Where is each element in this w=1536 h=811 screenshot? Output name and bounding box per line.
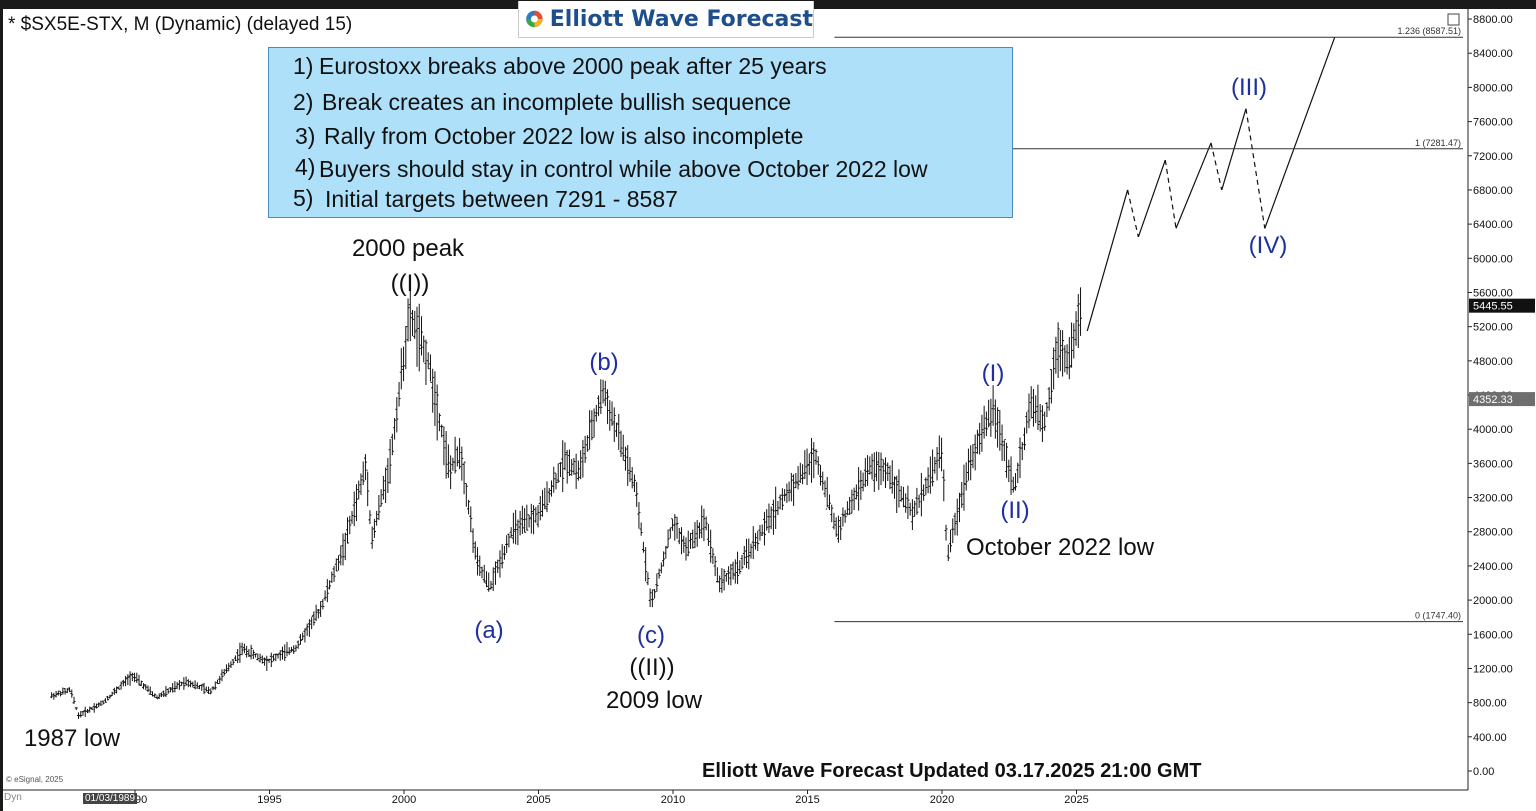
fib-level-label: 1.236 (8587.51) xyxy=(1397,26,1461,36)
update-footer: Elliott Wave Forecast Updated 03.17.2025… xyxy=(702,760,1202,782)
dyn-indicator: Dyn xyxy=(4,792,22,803)
note-1: 1) Eurostoxx breaks above 2000 peak afte… xyxy=(293,53,827,80)
note-number: 5) xyxy=(293,185,314,211)
note-2: 2) Break creates an incomplete bullish s… xyxy=(293,89,791,116)
note-number: 1) xyxy=(293,53,314,79)
note-number: 2) xyxy=(293,89,314,115)
fib-level-label: 0 (1747.40) xyxy=(1415,611,1461,621)
esignal-copyright: © eSignal, 2025 xyxy=(6,775,64,784)
projection-segment xyxy=(1175,142,1212,229)
y-tick-label: 4000.00 xyxy=(1473,424,1513,436)
label-october-2022-low: October 2022 low xyxy=(965,534,1155,561)
y-tick-label: 8800.00 xyxy=(1473,14,1513,26)
note-text: Eurostoxx breaks above 2000 peak after 2… xyxy=(319,53,827,79)
marker-price-tag: 4352.33 xyxy=(1473,394,1513,406)
analysis-notes-box: 1) Eurostoxx breaks above 2000 peak afte… xyxy=(268,47,1013,218)
y-tick-label: 6000.00 xyxy=(1473,253,1513,265)
note-5: 5) Initial targets between 7291 - 8587 xyxy=(293,185,678,212)
x-tick-label: 2020 xyxy=(930,794,954,806)
y-tick-label: 2800.00 xyxy=(1473,527,1513,539)
y-tick-label: 8000.00 xyxy=(1473,82,1513,94)
y-tick-label: 1600.00 xyxy=(1473,629,1513,641)
y-tick-label: 7600.00 xyxy=(1473,117,1513,129)
y-tick-label: 400.00 xyxy=(1473,732,1507,744)
y-tick-label: 5200.00 xyxy=(1473,322,1513,334)
y-tick-label: 2400.00 xyxy=(1473,561,1513,573)
label-2009-low: 2009 low xyxy=(605,687,703,714)
projection-segment xyxy=(1164,159,1177,229)
wave-label-II: (II) xyxy=(1000,497,1030,524)
projection-segment xyxy=(1127,189,1139,238)
y-tick-label: 1200.00 xyxy=(1473,663,1513,675)
window-left-border xyxy=(0,0,3,811)
marker-price-tag-bg xyxy=(1469,392,1535,407)
note-3: 3) Rally from October 2022 low is also i… xyxy=(295,123,803,150)
y-tick-label: 6800.00 xyxy=(1473,185,1513,197)
projection-segment xyxy=(1245,108,1266,229)
label-1987-low: 1987 low xyxy=(23,725,121,752)
symbol-title: * $SX5E-STX, M (Dynamic) (delayed 15) xyxy=(8,14,353,35)
axes: 0.00 400.00 800.00 1200.00 1600.00 2000.00 240… xyxy=(123,14,1535,806)
x-tick-label: 2025 xyxy=(1064,794,1088,806)
note-text: Buyers should stay in control while abov… xyxy=(319,156,928,182)
y-tick-label: 3200.00 xyxy=(1473,493,1513,505)
projection-segment xyxy=(1210,142,1223,191)
y-tick-label: 5600.00 xyxy=(1473,287,1513,299)
wave-label-major-I: ((I)) xyxy=(390,270,430,297)
y-tick-label: 0.00 xyxy=(1473,766,1494,778)
logo-swirl-icon xyxy=(526,10,543,28)
y-tick-label: 3600.00 xyxy=(1473,458,1513,470)
fib-level-label: 1 (7281.47) xyxy=(1415,138,1461,148)
note-text: Initial targets between 7291 - 8587 xyxy=(325,186,678,212)
projection-segment xyxy=(1137,159,1166,238)
cursor-date: 01/03/1989 xyxy=(83,793,138,804)
note-text: Break creates an incomplete bullish sequ… xyxy=(322,89,792,115)
x-tick-label: 1995 xyxy=(257,794,281,806)
wave-label-c: (c) xyxy=(637,622,665,649)
x-tick-label: 2010 xyxy=(661,794,685,806)
wave-label-b: (b) xyxy=(589,349,619,376)
wave-label-a: (a) xyxy=(474,617,504,644)
wave-label-major-II: ((II)) xyxy=(629,654,675,681)
projection-path xyxy=(1086,36,1336,332)
chart-frame xyxy=(3,9,1469,791)
y-tick-label: 800.00 xyxy=(1473,698,1507,710)
projection-segment xyxy=(1086,189,1129,332)
logo-text: Elliott Wave Forecast xyxy=(549,6,813,32)
y-tick-label: 7200.00 xyxy=(1473,151,1513,163)
label-2000-peak: 2000 peak xyxy=(351,235,465,262)
y-tick-label: 6400.00 xyxy=(1473,219,1513,231)
x-tick-label: 2005 xyxy=(526,794,550,806)
wave-label-III: (III) xyxy=(1231,74,1267,101)
note-number: 3) xyxy=(295,123,316,149)
projection-segment xyxy=(1264,36,1336,229)
y-tick-label: 2000.00 xyxy=(1473,595,1513,607)
projection-segment xyxy=(1221,108,1247,191)
wave-label-IV: (IV) xyxy=(1248,232,1288,259)
note-text: Rally from October 2022 low is also inco… xyxy=(324,123,804,149)
x-tick-label: 2015 xyxy=(795,794,819,806)
last-price-tag: 5445.55 xyxy=(1473,301,1513,313)
y-tick-label: 4800.00 xyxy=(1473,356,1513,368)
price-bars xyxy=(50,280,1083,719)
note-4: 4) Buyers should stay in control while a… xyxy=(295,154,928,182)
last-price-tag-bg xyxy=(1469,298,1535,313)
x-tick-label: 2000 xyxy=(392,794,416,806)
brand-logo: Elliott Wave Forecast xyxy=(518,1,814,38)
wave-label-I: (I) xyxy=(981,360,1005,387)
y-tick-label: 8400.00 xyxy=(1473,48,1513,60)
note-number: 4) xyxy=(295,154,316,180)
scale-toggle-icon[interactable] xyxy=(1447,13,1460,26)
